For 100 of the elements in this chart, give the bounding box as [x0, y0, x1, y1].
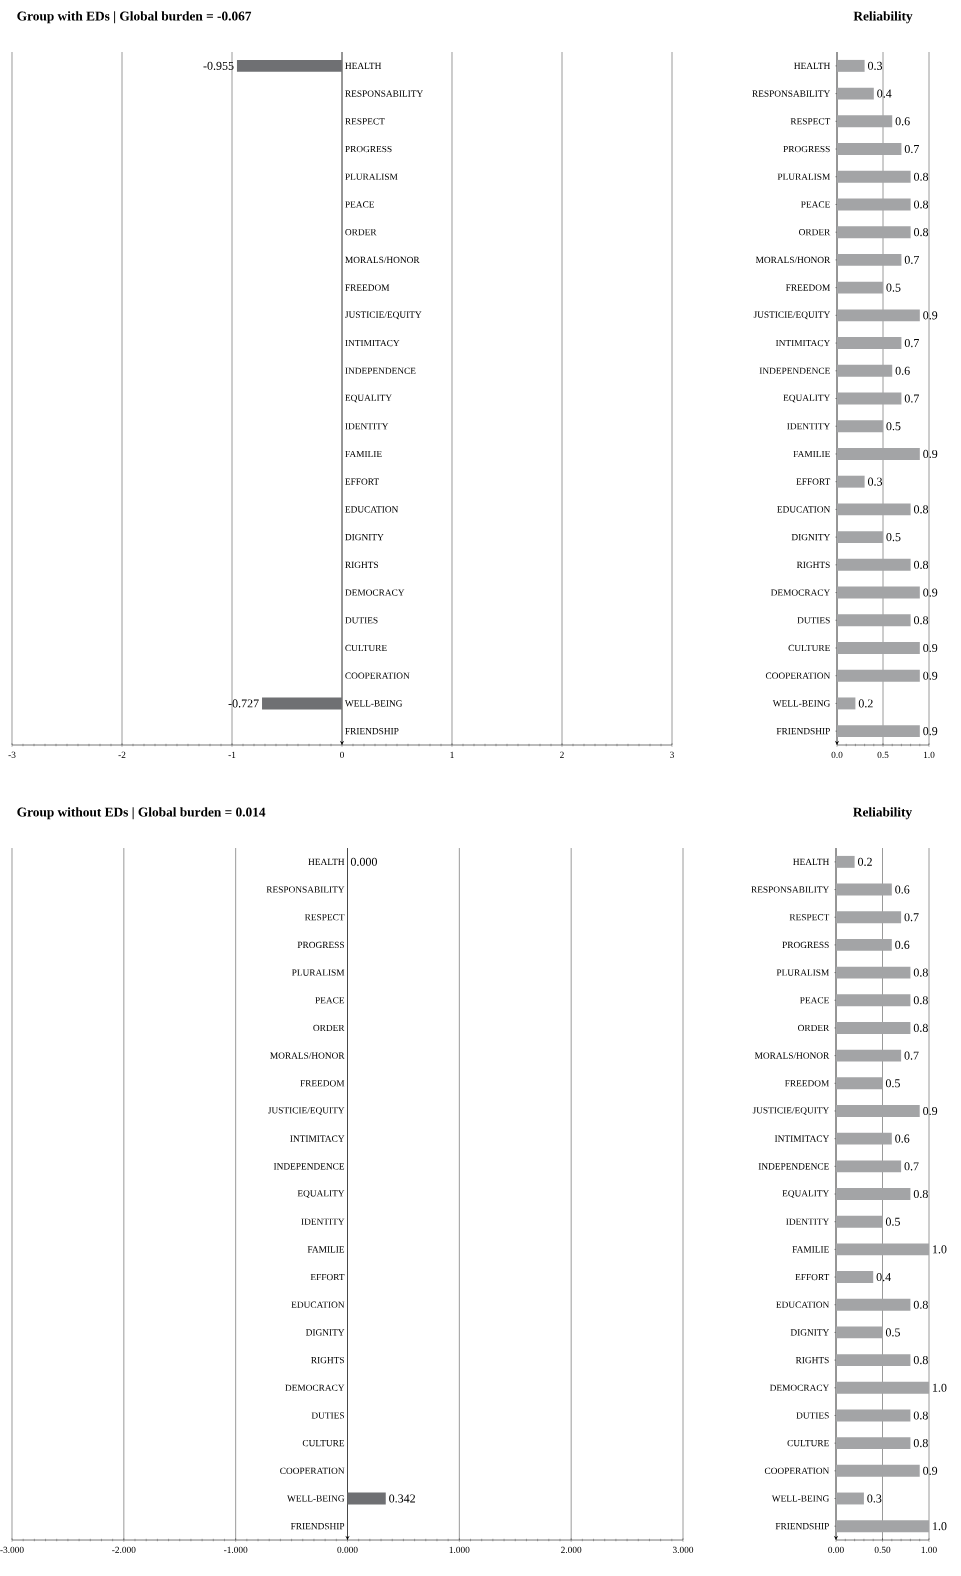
y-tick-label: DUTIES: [797, 617, 830, 624]
data-label: 0.5: [886, 422, 901, 431]
data-label: 1.0: [932, 1245, 947, 1254]
bar: [837, 448, 920, 460]
bar: [837, 226, 911, 239]
data-label: 0.8: [914, 560, 929, 569]
data-label: 1.0: [932, 1522, 947, 1531]
y-tick-label: ORDER: [798, 1024, 830, 1032]
bar: [836, 1298, 911, 1311]
y-tick-label: FAMILIE: [345, 450, 382, 458]
data-label: 0.2: [858, 699, 873, 708]
x-tick-label: 2: [560, 751, 564, 758]
bar: [837, 669, 920, 682]
y-tick-label: RIGHTS: [311, 1356, 344, 1364]
y-tick-label: CULTURE: [302, 1440, 345, 1447]
data-label: 0.8: [913, 968, 928, 977]
y-tick-label: CULTURE: [788, 644, 830, 652]
y-tick-label: PROGRESS: [783, 145, 830, 153]
x-tick-label: 3: [670, 751, 674, 758]
y-tick-label: COOPERATION: [345, 672, 410, 679]
data-label: 0.9: [923, 671, 938, 680]
bar: [837, 309, 920, 322]
bar: [837, 531, 884, 544]
y-tick-label: FREEDOM: [785, 284, 830, 291]
y-tick-label: EDUCATION: [345, 506, 399, 513]
data-label: 0.8: [914, 616, 929, 625]
y-tick-label: PLURALISM: [291, 969, 345, 976]
x-tick-label: 2.000: [561, 1546, 582, 1554]
y-tick-label: DEMOCRACY: [770, 589, 831, 596]
bar: [837, 87, 874, 100]
data-label: 0.8: [913, 1439, 928, 1448]
y-tick-label: DUTIES: [311, 1412, 344, 1419]
y-tick-label: HEALTH: [308, 858, 345, 865]
y-tick-label: RESPONSABILITY: [751, 886, 830, 893]
y-tick-label: JUSTICIE/EQUITY: [268, 1107, 345, 1115]
y-tick-label: RESPECT: [345, 118, 385, 125]
x-tick-label: 0.0: [831, 751, 843, 759]
data-label: 0.6: [895, 366, 910, 375]
y-tick-label: DIGNITY: [791, 533, 831, 541]
y-tick-label: CULTURE: [345, 644, 387, 652]
data-label: 0.4: [876, 1272, 891, 1282]
x-tick-label: 0.50: [874, 1546, 891, 1554]
x-tick-label: 0.000: [337, 1546, 358, 1554]
y-tick-label: RIGHTS: [345, 561, 379, 568]
y-tick-label: EDUCATION: [777, 506, 831, 513]
y-tick-label: FREEDOM: [784, 1080, 829, 1087]
y-tick-label: RESPONSABILITY: [345, 90, 423, 97]
data-label: 0.9: [923, 1106, 938, 1116]
y-tick-label: RIGHTS: [796, 561, 830, 568]
bar: [836, 1077, 883, 1090]
bar: [836, 1437, 911, 1450]
bar: [836, 994, 911, 1007]
x-tick-label: 0: [340, 751, 344, 759]
data-label: -0.727: [228, 699, 259, 708]
x-tick-label: -3.000: [0, 1546, 24, 1554]
x-tick-label: 0.5: [877, 751, 889, 759]
bar: [836, 1381, 930, 1394]
y-tick-label: WELL-BEING: [771, 1495, 829, 1502]
bar: [837, 392, 902, 405]
y-tick-label: INDEPENDENCE: [759, 367, 830, 374]
y-tick-label: COOPERATION: [765, 672, 831, 679]
bar: [836, 1243, 930, 1256]
data-label: 0.9: [923, 727, 938, 736]
bar: [837, 364, 893, 377]
data-label: 0.8: [913, 1023, 928, 1033]
y-tick-label: DIGNITY: [790, 1329, 830, 1336]
y-tick-label: DIGNITY: [305, 1329, 345, 1336]
bar: [836, 1160, 902, 1173]
data-label: 0.000: [350, 857, 377, 866]
y-tick-label: PLURALISM: [776, 969, 829, 976]
data-label: 0.3: [868, 61, 883, 70]
data-label: 0.7: [904, 394, 919, 403]
y-tick-label: DEMOCRACY: [285, 1384, 345, 1391]
bar: [836, 883, 892, 896]
y-tick-label: IDENTITY: [301, 1218, 345, 1225]
bar: [836, 966, 911, 979]
y-tick-label: JUSTICIE/EQUITY: [753, 311, 831, 320]
data-label: 0.9: [923, 643, 938, 653]
y-tick-label: EDUCATION: [291, 1301, 345, 1308]
data-label: 0.8: [914, 172, 929, 181]
y-tick-label: EDUCATION: [776, 1301, 830, 1308]
bar: [836, 1188, 911, 1200]
chart-title: Reliability: [853, 807, 913, 820]
y-tick-label: IDENTITY: [786, 1218, 830, 1225]
bar: [837, 697, 856, 710]
bar: [837, 420, 884, 433]
data-label: 0.342: [389, 1494, 416, 1503]
y-tick-label: FRIENDSHIP: [776, 728, 830, 735]
y-tick-label: EFFORT: [795, 1273, 830, 1281]
bar: [837, 59, 865, 72]
y-tick-label: INTIMITACY: [774, 1135, 830, 1142]
y-tick-label: IDENTITY: [345, 423, 389, 430]
data-label: 0.6: [895, 117, 910, 126]
x-tick-label: 1.00: [921, 1546, 937, 1554]
y-tick-label: MORALS/HONOR: [755, 256, 831, 264]
x-tick-label: -2: [118, 751, 126, 758]
data-label: 0.8: [913, 1411, 928, 1420]
y-tick-label: DIGNITY: [345, 533, 384, 541]
bar: [836, 1492, 864, 1505]
data-label: 0.7: [904, 144, 919, 154]
